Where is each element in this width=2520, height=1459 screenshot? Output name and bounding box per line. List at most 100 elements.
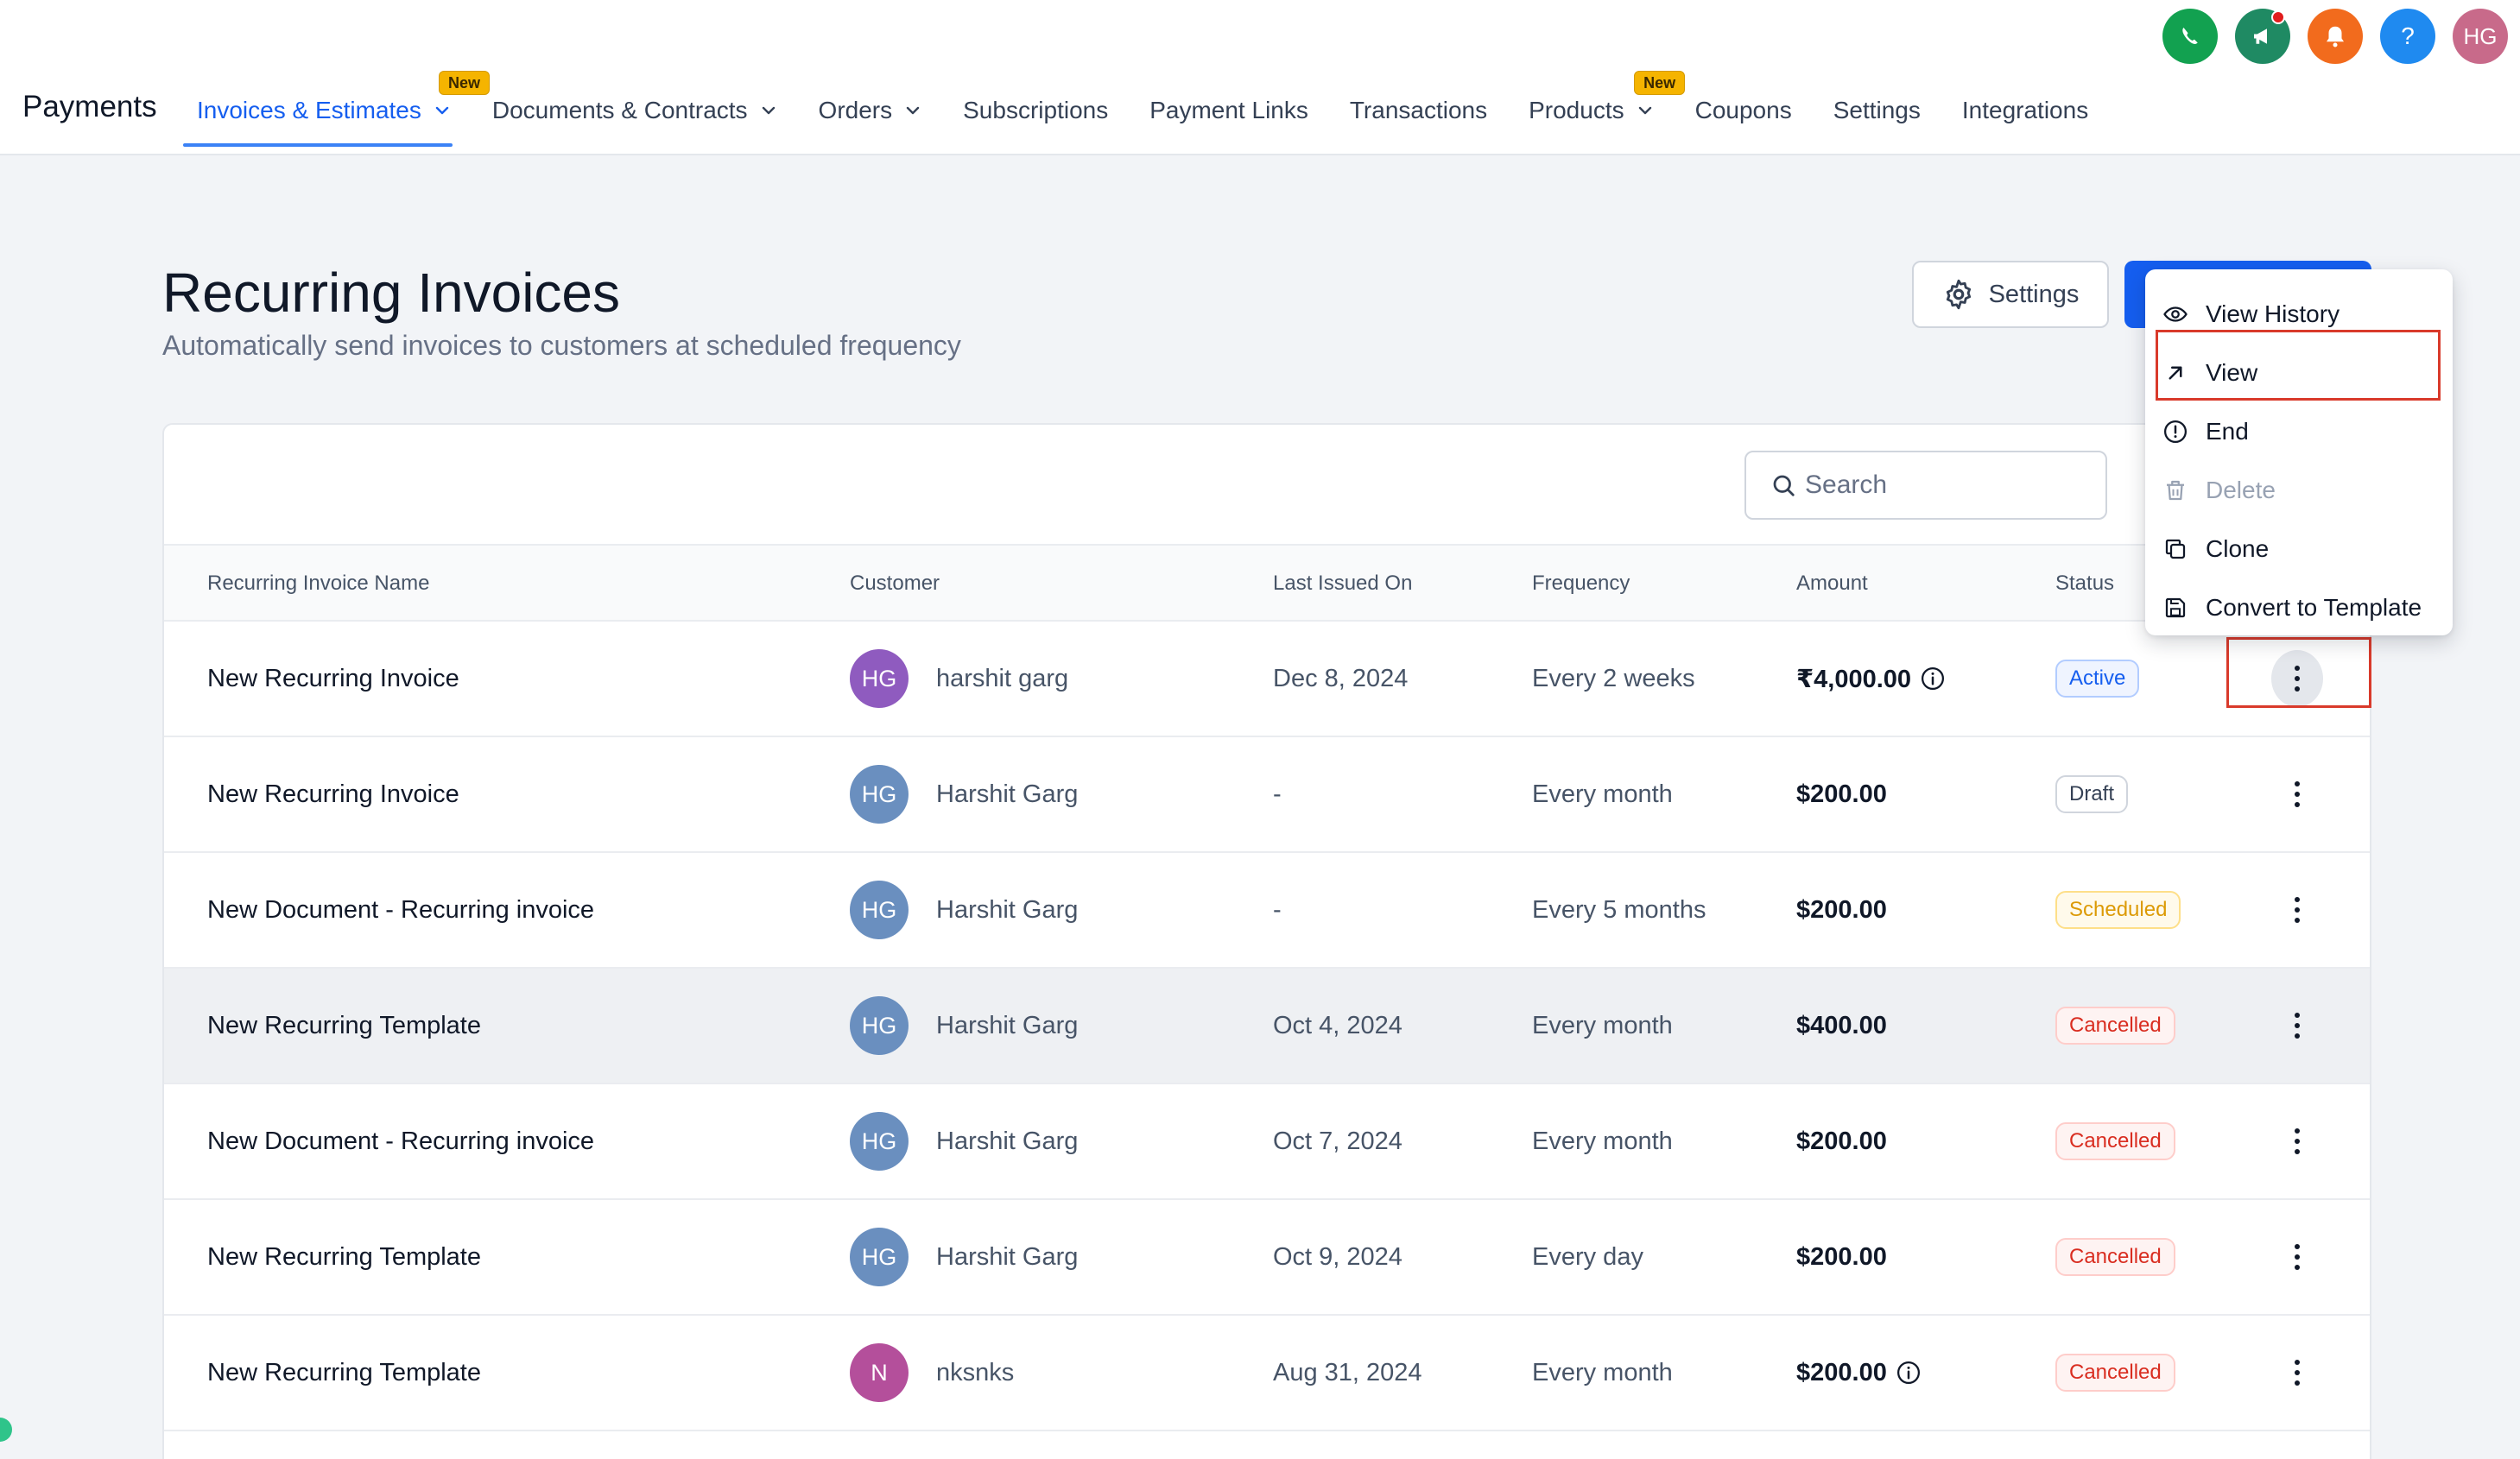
- column-header-name[interactable]: Recurring Invoice Name: [207, 572, 430, 595]
- column-header-last-issued[interactable]: Last Issued On: [1273, 572, 1413, 595]
- help-icon[interactable]: ?: [2380, 9, 2435, 64]
- menu-item-label: Delete: [2206, 477, 2276, 503]
- customer-name: Harshit Garg: [936, 1011, 1079, 1039]
- megaphone-icon[interactable]: [2235, 9, 2290, 64]
- menu-item-label: End: [2206, 418, 2249, 445]
- nav-products[interactable]: New Products: [1529, 71, 1686, 131]
- nav-documents-contracts[interactable]: Documents & Contracts: [492, 90, 777, 131]
- invoice-name[interactable]: New Recurring Invoice: [207, 664, 459, 692]
- help-label: ?: [2401, 22, 2415, 49]
- avatar: HG: [850, 996, 909, 1055]
- amount: $200.00: [1796, 1242, 1887, 1271]
- page-title: Recurring Invoices: [162, 262, 620, 324]
- nav-invoices-estimates[interactable]: New Invoices & Estimates: [183, 71, 491, 147]
- table-row[interactable]: New Recurring Invoice HG Harshit Garg - E…: [164, 737, 2370, 853]
- status-cell: Active: [2055, 622, 2140, 736]
- main-nav: New Invoices & Estimates Documents & Con…: [183, 71, 2130, 147]
- invoice-name[interactable]: New Recurring Template: [207, 1011, 481, 1039]
- more-vertical-icon[interactable]: [2271, 853, 2323, 967]
- table-header: Recurring Invoice Name Customer Last Iss…: [164, 544, 2370, 622]
- alert-circle-icon: [2164, 420, 2187, 443]
- invoice-name[interactable]: New Recurring Invoice: [207, 780, 459, 808]
- nav-label: Settings: [1833, 97, 1921, 123]
- more-vertical-icon[interactable]: [2271, 737, 2323, 851]
- customer-cell: HG harshit garg: [850, 622, 1068, 736]
- table-row[interactable]: New Recurring Template HG Harshit Garg Oc…: [164, 969, 2370, 1084]
- nav-subscriptions[interactable]: Subscriptions: [963, 90, 1108, 131]
- info-icon[interactable]: [1896, 1360, 1922, 1386]
- nav-label: Orders: [818, 97, 893, 123]
- column-header-frequency[interactable]: Frequency: [1532, 572, 1630, 595]
- amount: ₹4,000.00: [1796, 665, 1912, 693]
- user-avatar[interactable]: HG: [2453, 9, 2508, 64]
- row-actions-button[interactable]: [2271, 622, 2323, 736]
- status-cell: Cancelled: [2055, 969, 2175, 1083]
- nav-integrations[interactable]: Integrations: [1962, 90, 2088, 131]
- frequency: Every 5 months: [1532, 895, 1706, 924]
- menu-item-end[interactable]: End: [2162, 406, 2249, 458]
- table-row[interactable]: New Document - Recurring invoice HG Harsh…: [164, 1084, 2370, 1200]
- table-row[interactable]: New Recurring Invoice HG harshit garg Dec…: [164, 622, 2370, 737]
- status-badge: Scheduled: [2055, 891, 2181, 929]
- amount: $200.00: [1796, 895, 1887, 924]
- settings-label: Settings: [1988, 280, 2080, 308]
- phone-icon[interactable]: [2162, 9, 2218, 64]
- last-issued-date: Oct 4, 2024: [1273, 1011, 1402, 1039]
- highlight-box-actions: [2226, 637, 2371, 708]
- last-issued-date: Oct 7, 2024: [1273, 1127, 1402, 1155]
- customer-cell: HG Harshit Garg: [850, 969, 1078, 1083]
- avatar: HG: [850, 649, 909, 708]
- menu-item-clone[interactable]: Clone: [2162, 523, 2269, 575]
- menu-item-delete: Delete: [2162, 464, 2276, 516]
- invoice-name[interactable]: New Document - Recurring invoice: [207, 1127, 595, 1155]
- invoice-name[interactable]: New Recurring Template: [207, 1242, 481, 1271]
- menu-item-label: View: [2206, 359, 2258, 386]
- nav-transactions[interactable]: Transactions: [1350, 90, 1487, 131]
- more-vertical-icon[interactable]: [2271, 1316, 2323, 1430]
- trash-icon: [2167, 480, 2184, 501]
- more-vertical-icon[interactable]: [2271, 1084, 2323, 1198]
- amount: $200.00: [1796, 1127, 1887, 1155]
- invoice-name[interactable]: New Document - Recurring invoice: [207, 895, 595, 924]
- search-input[interactable]: Search: [1744, 451, 2107, 520]
- status-badge: Cancelled: [2055, 1122, 2175, 1160]
- nav-payment-links[interactable]: Payment Links: [1149, 90, 1308, 131]
- status-dot: [0, 1418, 12, 1442]
- customer-name: harshit garg: [936, 664, 1069, 692]
- frequency: Every month: [1532, 1011, 1673, 1039]
- info-icon[interactable]: [1920, 666, 1946, 692]
- amount: $400.00: [1796, 1011, 1887, 1039]
- column-header-status[interactable]: Status: [2055, 572, 2115, 595]
- settings-button[interactable]: Settings: [1912, 261, 2109, 328]
- more-vertical-icon[interactable]: [2271, 1200, 2323, 1314]
- last-issued-date: -: [1273, 895, 1282, 924]
- more-vertical-icon[interactable]: [2271, 650, 2323, 707]
- menu-item-view[interactable]: View: [2162, 347, 2257, 399]
- status-badge: Cancelled: [2055, 1007, 2175, 1045]
- frequency: Every month: [1532, 1127, 1673, 1155]
- customer-name: Harshit Garg: [936, 895, 1079, 924]
- nav-label: Integrations: [1961, 97, 2089, 123]
- invoice-name[interactable]: New Recurring Template: [207, 1358, 481, 1386]
- nav-settings[interactable]: Settings: [1833, 90, 1921, 131]
- nav-orders[interactable]: Orders: [819, 90, 922, 131]
- table-row[interactable]: New Document - Recurring invoice HG Harsh…: [164, 853, 2370, 969]
- nav-coupons[interactable]: Coupons: [1695, 90, 1792, 131]
- column-header-customer[interactable]: Customer: [850, 572, 940, 595]
- amount-cell: $200.00: [1796, 1316, 1922, 1430]
- customer-name: nksnks: [936, 1358, 1015, 1386]
- more-vertical-icon[interactable]: [2271, 969, 2323, 1083]
- status-cell: Cancelled: [2055, 1316, 2175, 1430]
- avatar: HG: [850, 1112, 909, 1171]
- customer-name: Harshit Garg: [936, 1242, 1079, 1271]
- status-cell: Scheduled: [2055, 853, 2181, 967]
- column-header-amount[interactable]: Amount: [1796, 572, 1868, 595]
- menu-item-view-history[interactable]: View History: [2162, 288, 2340, 340]
- menu-item-convert-to-template[interactable]: Convert to Template: [2162, 582, 2422, 634]
- last-issued-date: Aug 31, 2024: [1273, 1358, 1422, 1386]
- table-row[interactable]: New Recurring Template HG Harshit Garg Oc…: [164, 1200, 2370, 1316]
- recurring-invoices-table-card: Search Recurring Invoice Name Customer L…: [162, 423, 2371, 1459]
- bell-icon[interactable]: [2308, 9, 2363, 64]
- customer-cell: HG Harshit Garg: [850, 1084, 1078, 1198]
